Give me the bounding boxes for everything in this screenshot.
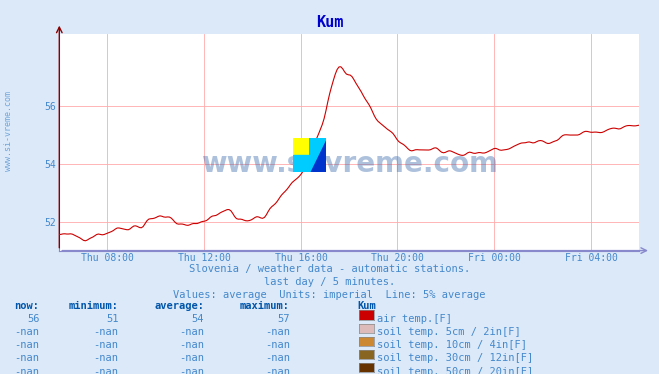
Text: last day / 5 minutes.: last day / 5 minutes.	[264, 277, 395, 287]
Text: Kum: Kum	[316, 15, 343, 30]
Text: now:: now:	[14, 301, 40, 311]
Text: maximum:: maximum:	[240, 301, 290, 311]
Text: www.si-vreme.com: www.si-vreme.com	[201, 150, 498, 178]
Text: -nan: -nan	[94, 340, 119, 350]
Text: -nan: -nan	[94, 327, 119, 337]
Text: 54: 54	[192, 314, 204, 324]
Text: -nan: -nan	[265, 327, 290, 337]
Text: soil temp. 30cm / 12in[F]: soil temp. 30cm / 12in[F]	[377, 353, 533, 364]
Text: -nan: -nan	[94, 367, 119, 374]
Text: Values: average  Units: imperial  Line: 5% average: Values: average Units: imperial Line: 5%…	[173, 290, 486, 300]
Text: soil temp. 5cm / 2in[F]: soil temp. 5cm / 2in[F]	[377, 327, 521, 337]
Text: Kum: Kum	[357, 301, 376, 311]
Bar	[293, 138, 310, 155]
Polygon shape	[310, 138, 326, 172]
Text: -nan: -nan	[265, 340, 290, 350]
Text: -nan: -nan	[14, 353, 40, 364]
Text: www.si-vreme.com: www.si-vreme.com	[4, 91, 13, 171]
Text: -nan: -nan	[265, 353, 290, 364]
Text: -nan: -nan	[94, 353, 119, 364]
Text: -nan: -nan	[179, 353, 204, 364]
Text: 56: 56	[27, 314, 40, 324]
Text: -nan: -nan	[14, 340, 40, 350]
Text: soil temp. 10cm / 4in[F]: soil temp. 10cm / 4in[F]	[377, 340, 527, 350]
Text: 51: 51	[106, 314, 119, 324]
Text: -nan: -nan	[179, 340, 204, 350]
Polygon shape	[310, 138, 326, 172]
Text: -nan: -nan	[179, 367, 204, 374]
Text: soil temp. 50cm / 20in[F]: soil temp. 50cm / 20in[F]	[377, 367, 533, 374]
Text: -nan: -nan	[14, 327, 40, 337]
Text: air temp.[F]: air temp.[F]	[377, 314, 452, 324]
Text: -nan: -nan	[179, 327, 204, 337]
Text: -nan: -nan	[265, 367, 290, 374]
Text: -nan: -nan	[14, 367, 40, 374]
Bar	[293, 155, 310, 172]
Text: minimum:: minimum:	[69, 301, 119, 311]
Text: Slovenia / weather data - automatic stations.: Slovenia / weather data - automatic stat…	[189, 264, 470, 274]
Text: average:: average:	[154, 301, 204, 311]
Text: 57: 57	[277, 314, 290, 324]
